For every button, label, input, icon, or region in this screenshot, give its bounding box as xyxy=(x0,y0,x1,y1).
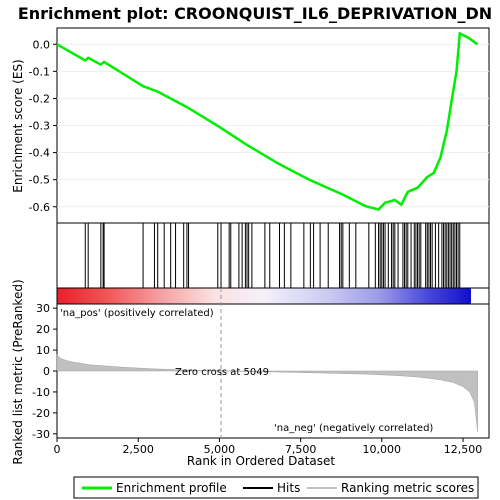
es-y-tick-label: -0.3 xyxy=(29,120,50,133)
es-y-tick-label: 0.0 xyxy=(33,38,51,51)
legend-hits-label: Hits xyxy=(277,481,300,495)
metric-y-tick-label: -20 xyxy=(32,407,50,420)
enrichment-profile-line xyxy=(56,31,479,211)
ranking-metric-area xyxy=(56,353,478,432)
metric-y-tick-label: 0 xyxy=(43,365,50,378)
legend-frame xyxy=(73,476,479,499)
pos-correlation-label: 'na_pos' (positively correlated) xyxy=(60,308,214,319)
legend-profile-label: Enrichment profile xyxy=(116,481,227,495)
metric-y-axis-label: Ranked list metric (PreRanked) xyxy=(11,279,25,464)
x-tick-label: 0 xyxy=(54,443,61,456)
x-axis-label: Rank in Ordered Dataset xyxy=(187,454,335,468)
metric-y-tick-label: 20 xyxy=(36,323,50,336)
x-tick-label: 5,000 xyxy=(204,443,236,456)
legend-metric-label: Ranking metric scores xyxy=(341,481,474,495)
es-y-ticks: 0.0 -0.1 -0.2 -0.3 -0.4 -0.5 -0.6 xyxy=(29,38,57,214)
metric-y-tick-label: -30 xyxy=(32,428,50,441)
x-axis-ticks: 0 2,500 5,000 7,500 10,000 12,500 xyxy=(54,438,483,456)
es-y-axis-label: Enrichment score (ES) xyxy=(11,59,25,192)
hits-group xyxy=(84,223,461,288)
es-y-tick-label: -0.2 xyxy=(29,92,50,105)
x-tick-label: 10,000 xyxy=(363,443,402,456)
es-y-tick-label: -0.4 xyxy=(29,147,50,160)
ranking-color-band xyxy=(57,288,471,304)
metric-y-tick-label: -10 xyxy=(32,386,50,399)
es-grid xyxy=(57,43,489,208)
es-y-tick-label: -0.1 xyxy=(29,65,50,78)
es-y-tick-label: -0.6 xyxy=(29,201,50,214)
legend: Enrichment profile Hits Ranking metric s… xyxy=(73,476,479,499)
hits-panel-frame xyxy=(56,222,490,289)
chart-title: Enrichment plot: CROONQUIST_IL6_DEPRIVAT… xyxy=(18,4,492,23)
es-y-tick-label: -0.5 xyxy=(29,174,50,187)
hits-panel xyxy=(56,222,490,289)
x-tick-label: 7,500 xyxy=(285,443,317,456)
metric-y-tick-label: 10 xyxy=(36,344,50,357)
neg-correlation-label: 'na_neg' (negatively correlated) xyxy=(274,423,433,434)
metric-y-ticks: 30 20 10 0 -10 -20 -30 xyxy=(32,302,57,441)
zero-cross-label: Zero cross at 5049 xyxy=(175,367,269,378)
metric-panel: Zero cross at 5049 'na_pos' (positively … xyxy=(11,279,490,465)
metric-y-tick-label: 30 xyxy=(36,302,50,315)
x-tick-label: 12,500 xyxy=(444,443,483,456)
x-tick-label: 2,500 xyxy=(122,443,154,456)
es-panel: 0.0 -0.1 -0.2 -0.3 -0.4 -0.5 -0.6 Enrichment s… xyxy=(11,27,490,224)
